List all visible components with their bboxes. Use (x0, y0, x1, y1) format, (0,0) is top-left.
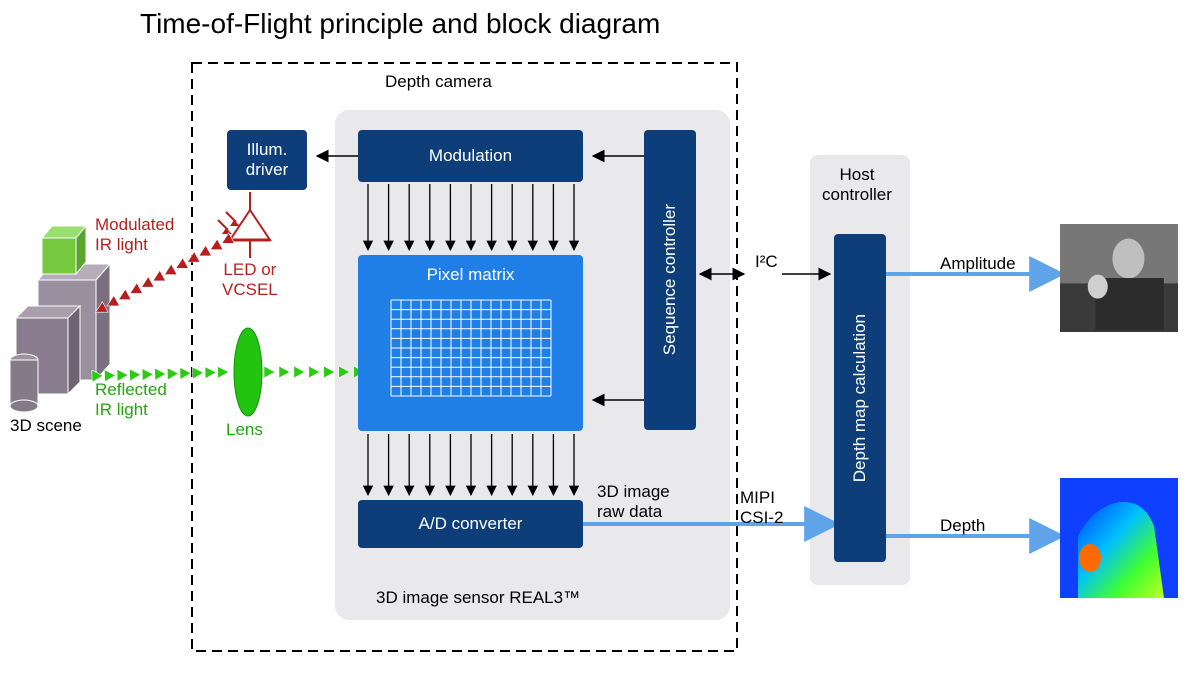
illum-driver-block-label: Illum. driver (246, 140, 289, 180)
sequence-controller-block-label: Sequence controller (660, 204, 680, 355)
mipi-label: MIPI CSI-2 (740, 488, 783, 527)
led-icon (218, 192, 270, 258)
depth-label: Depth (940, 516, 985, 536)
host-controller-label: Host controller (822, 165, 892, 204)
raw-data-label: 3D image raw data (597, 482, 670, 521)
ad-converter-block-label: A/D converter (419, 514, 523, 534)
led-vcsel-label: LED or VCSEL (222, 260, 278, 299)
lens-label: Lens (226, 420, 263, 440)
sequence-controller-block: Sequence controller (644, 130, 696, 430)
amplitude-label: Amplitude (940, 254, 1016, 274)
reflected-ir-label: Reflected IR light (95, 380, 167, 419)
pixel-matrix-label: Pixel matrix (427, 265, 515, 285)
pixel-matrix-block: Pixel matrix (358, 255, 583, 431)
scene-label: 3D scene (10, 416, 82, 436)
sensor-caption: 3D image sensor REAL3™ (376, 588, 580, 608)
depth-calc-block: Depth map calculation (834, 234, 886, 562)
depth-calc-block-label: Depth map calculation (850, 314, 870, 482)
depth-image (1060, 478, 1178, 598)
ad-converter-block: A/D converter (358, 500, 583, 548)
lens-icon (234, 328, 262, 416)
i2c-label: I²C (755, 252, 778, 272)
depth-camera-label: Depth camera (385, 72, 492, 92)
modulation-block: Modulation (358, 130, 583, 182)
amplitude-image (1060, 224, 1178, 332)
modulated-ir-label: Modulated IR light (95, 215, 174, 254)
modulation-block-label: Modulation (429, 146, 512, 166)
diagram-title: Time-of-Flight principle and block diagr… (140, 8, 660, 40)
illum-driver-block: Illum. driver (227, 130, 307, 190)
